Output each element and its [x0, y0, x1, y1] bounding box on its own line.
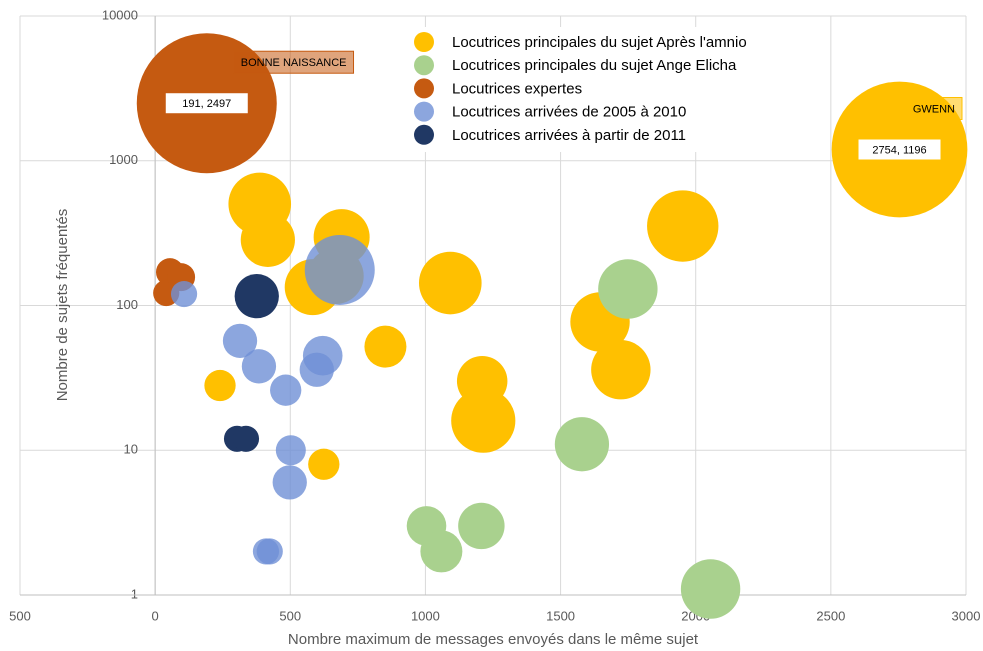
x-tick-label: 2500 [816, 608, 845, 623]
bubble [420, 530, 463, 573]
bubble [554, 417, 610, 472]
x-tick-label: 500 [279, 608, 301, 623]
y-tick-label: 10000 [102, 7, 138, 22]
callout: BONNE NAISSANCE [233, 50, 355, 74]
callout-text: BONNE NAISSANCE [241, 57, 347, 69]
bubble [170, 280, 198, 308]
bubble [240, 212, 295, 267]
callout: GWENN [905, 96, 963, 120]
data-label-text: 2754, 1196 [872, 144, 926, 156]
legend: Locutrices principales du sujet Après l'… [405, 27, 795, 152]
labels: 2754, 1196 GWENN 191, 2497 BONNE NAISSANCE L… [165, 27, 963, 160]
data-label-box [858, 139, 941, 160]
bubble [232, 425, 260, 452]
data-label-text: 191, 2497 [182, 98, 231, 110]
bubble [275, 435, 306, 466]
bubble [234, 274, 279, 319]
bubble [204, 369, 236, 402]
x-axis-label: Nombre maximum de messages envoyés dans … [288, 631, 699, 648]
x-tick-label: 3000 [952, 608, 981, 623]
bubble [451, 388, 516, 453]
bubble [299, 352, 334, 387]
x-tick-label: 500 [9, 608, 31, 623]
data-label: 2754, 1196 [858, 139, 941, 160]
bubble [418, 251, 482, 315]
legend-label: Locutrices principales du sujet Ange Eli… [452, 57, 737, 74]
callout-text: GWENN [913, 103, 955, 115]
y-axis-label: Nombre de sujets fréquentés [54, 209, 71, 402]
bubble [680, 559, 741, 619]
legend-marker [414, 32, 434, 52]
callout-box [233, 50, 355, 74]
bubbles [136, 33, 968, 619]
legend-marker [414, 55, 434, 76]
legend-box [405, 27, 795, 152]
y-tick-label: 1 [131, 586, 138, 601]
x-tick-label: 0 [152, 608, 159, 623]
legend-marker [414, 78, 434, 99]
legend-marker [414, 124, 434, 145]
bubble [591, 340, 651, 400]
bubble [598, 259, 658, 319]
bubble [308, 448, 340, 480]
data-label-box [165, 93, 248, 114]
legend-label: Locutrices expertes [452, 80, 582, 97]
bubble [241, 349, 277, 384]
legend-label: Locutrices arrivées à partir de 2011 [452, 127, 686, 144]
bubble [647, 190, 719, 262]
bubble [364, 325, 407, 368]
legend-label: Locutrices principales du sujet Après l'… [452, 34, 747, 51]
bubble [256, 538, 283, 565]
y-tick-label: 100 [116, 297, 138, 312]
y-tick-label: 10 [124, 442, 138, 457]
bubble [458, 502, 505, 550]
bubble [272, 465, 307, 500]
legend-marker [414, 101, 434, 122]
bubble [270, 374, 302, 406]
bubble [304, 234, 375, 305]
x-tick-label: 1000 [411, 608, 440, 623]
bubble [222, 323, 258, 358]
data-label: 191, 2497 [165, 93, 248, 114]
legend-label: Locutrices arrivées de 2005 à 2010 [452, 104, 686, 121]
y-tick-label: 1000 [109, 152, 138, 167]
callout-box [905, 96, 963, 120]
x-tick-label: 1500 [546, 608, 575, 623]
